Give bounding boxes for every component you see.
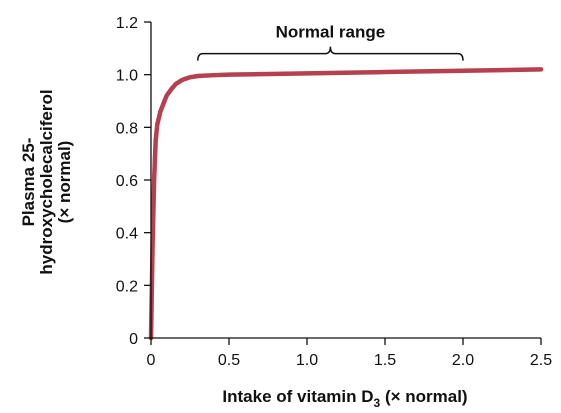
- y-axis-title: Plasma 25- hydroxycholecalciferol (× nor…: [19, 89, 74, 274]
- x-tick-label: 0: [147, 352, 156, 369]
- ticks-layer: 0 0.2 0.4 0.6 0.8 1.0 1.2 0 0.5 1.0 1.5 2.0 2.5: [116, 15, 552, 369]
- y-tick-label: 1.2: [116, 15, 138, 32]
- x-tick-label: 0.5: [218, 352, 240, 369]
- y-tick-label: 0: [129, 331, 138, 348]
- x-tick-label: 2.0: [452, 352, 474, 369]
- y-axis-title-line-1: Plasma 25-: [19, 138, 38, 227]
- x-tick-label: 1.0: [296, 352, 318, 369]
- marks-layer: [148, 67, 544, 341]
- x-tick-label: 1.5: [374, 352, 396, 369]
- annotation-layer: Normal range: [197, 23, 464, 61]
- y-axis-title-line-3: (× normal): [55, 141, 74, 224]
- normal-range-label: Normal range: [276, 23, 386, 42]
- y-tick-label: 1.0: [116, 68, 138, 85]
- y-tick-label: 0.8: [116, 120, 138, 137]
- x-axis-title-subscript: 3: [374, 396, 381, 410]
- y-axis-title-line-2: hydroxycholecalciferol: [37, 89, 56, 274]
- x-axis-title-main: Intake of vitamin D: [222, 387, 373, 406]
- x-axis-title-unit: (× normal): [380, 387, 467, 406]
- normal-range-bracket: [197, 46, 464, 61]
- series-line: [148, 67, 544, 341]
- x-axis-title: Intake of vitamin D3 (× normal): [222, 387, 467, 410]
- y-tick-label: 0.6: [116, 173, 138, 190]
- y-tick-label: 0.4: [116, 226, 138, 243]
- x-tick-label: 2.5: [530, 352, 552, 369]
- y-tick-label: 0.2: [116, 278, 138, 295]
